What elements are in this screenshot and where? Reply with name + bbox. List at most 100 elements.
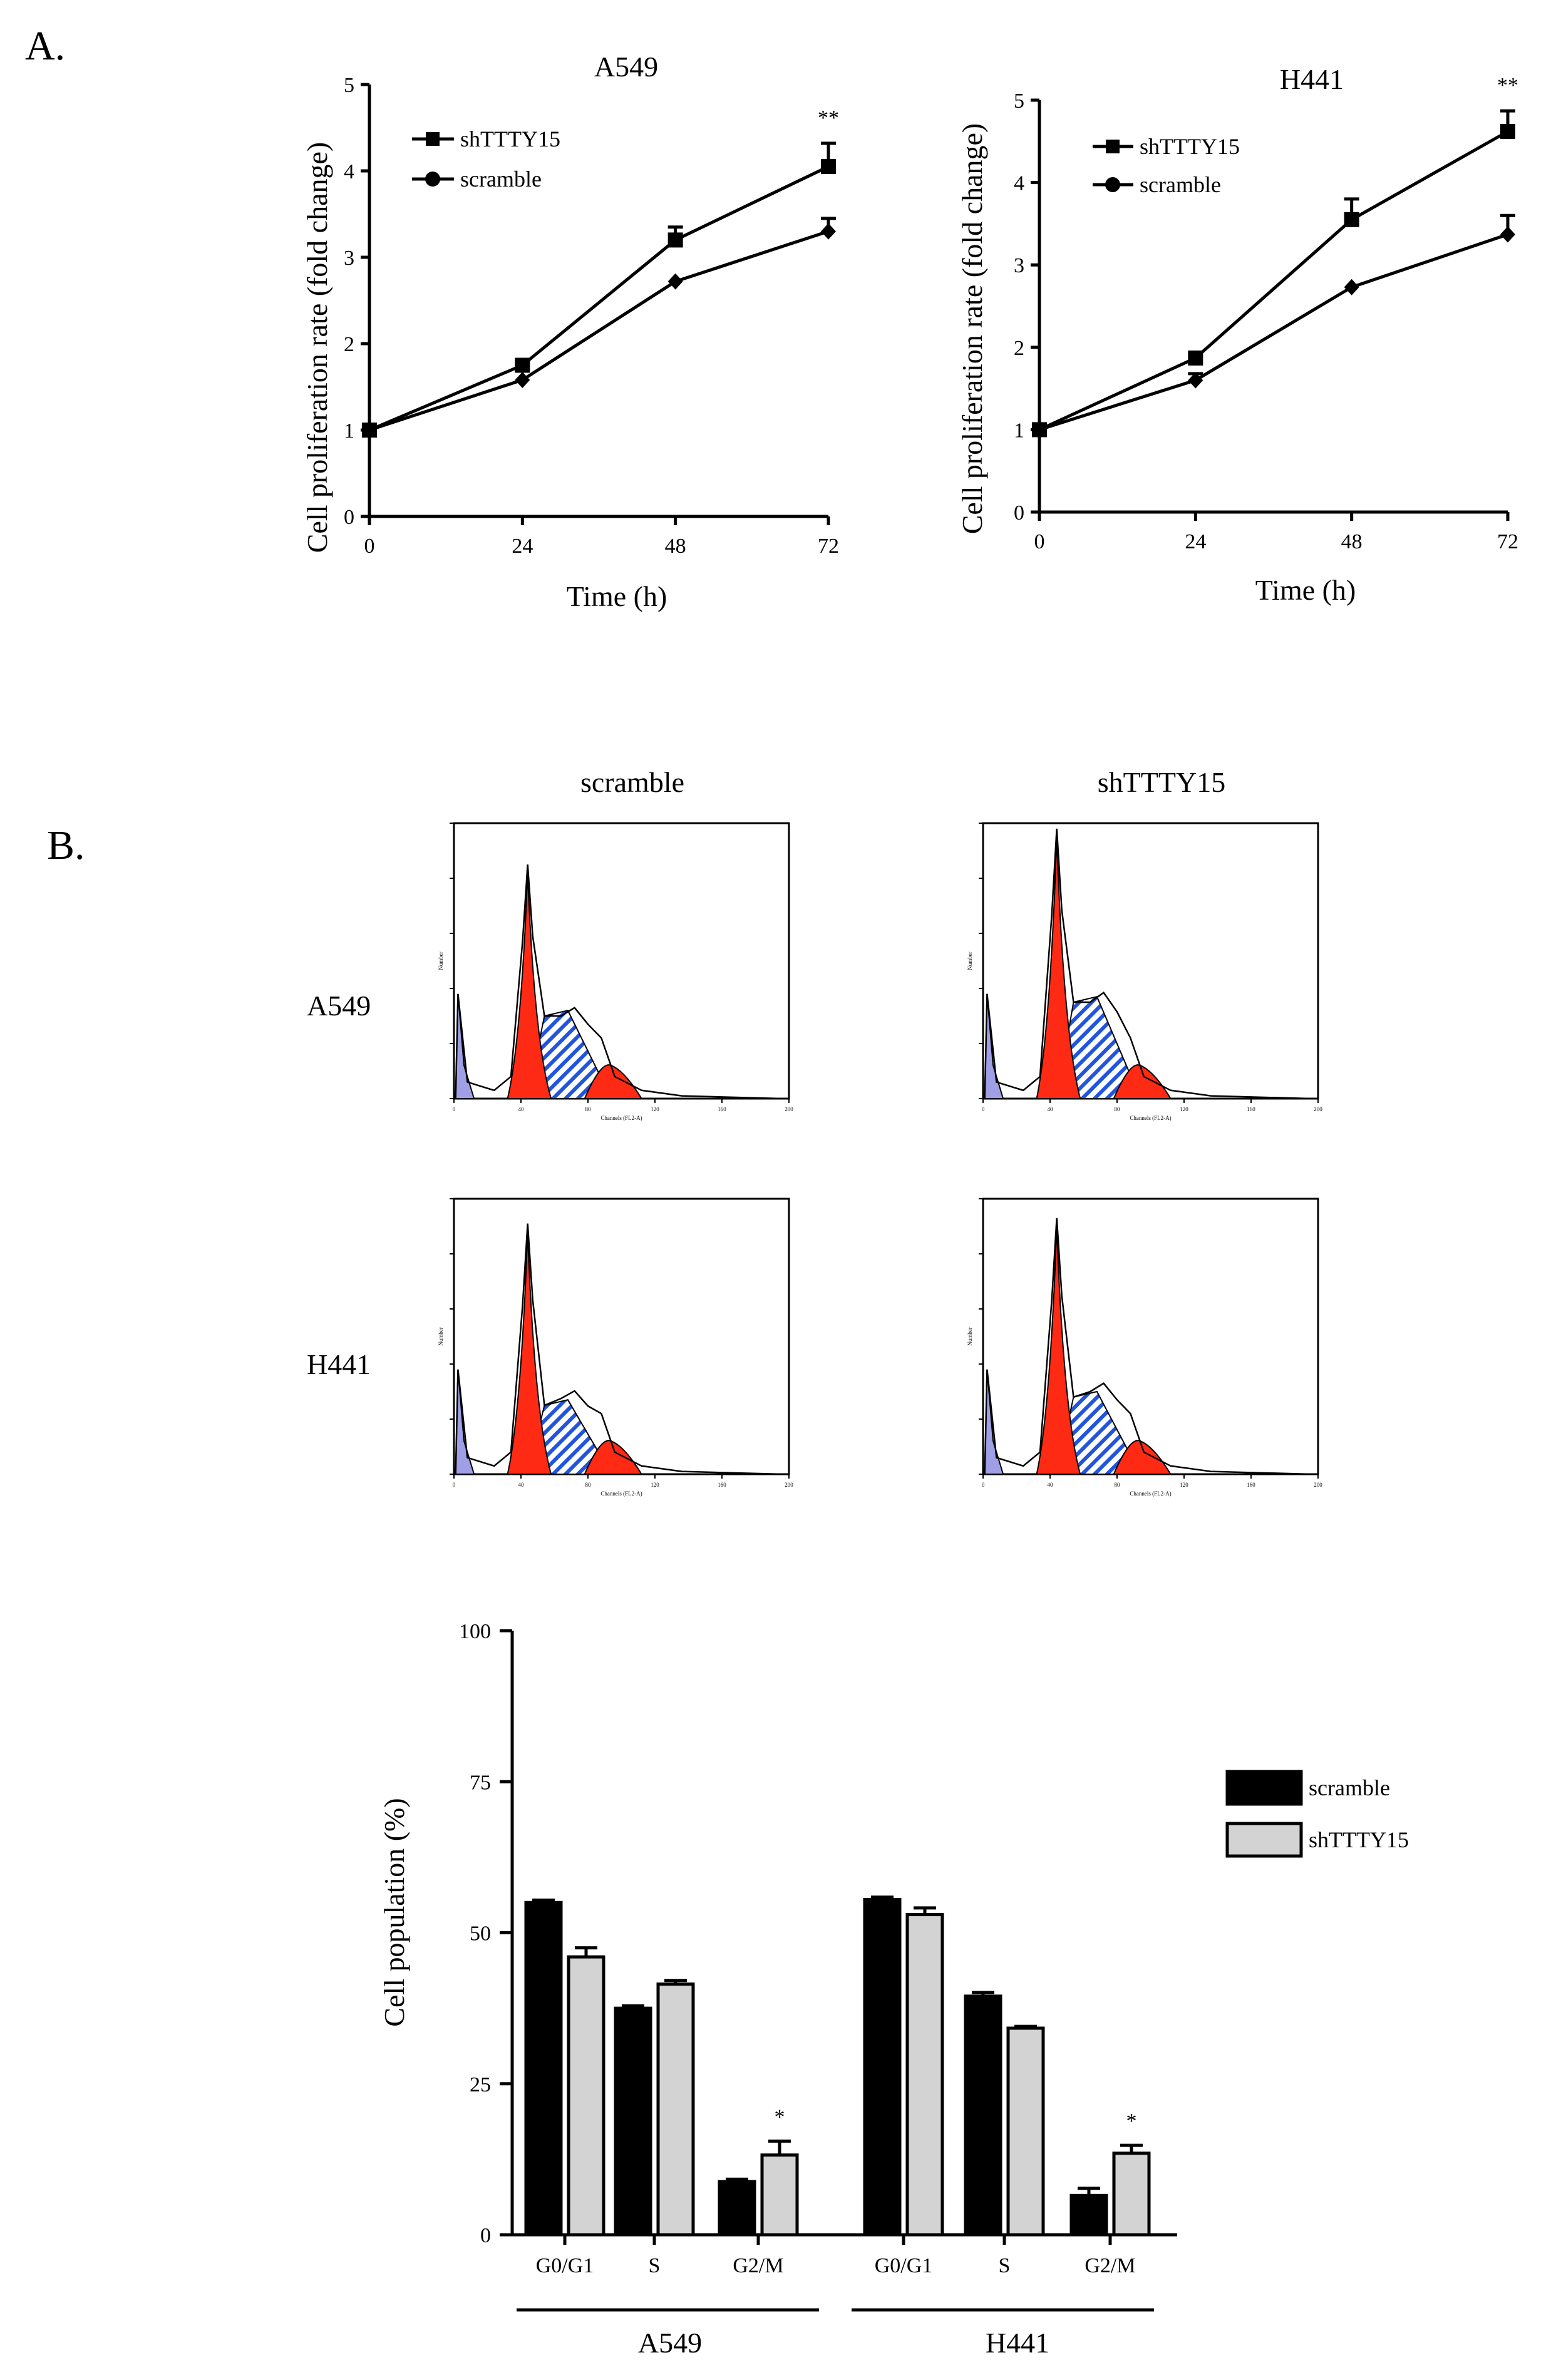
histogram-y-title: Number (967, 1327, 973, 1346)
bar-scramble (964, 1994, 1002, 2237)
legend-label-shtttty15: shTTTY15 (1309, 1827, 1409, 1852)
legend: scramble shTTTY15 (1225, 1770, 1409, 1858)
x-tick-label: 48 (1341, 530, 1363, 553)
histogram-x-tick-label: 120 (1180, 1482, 1188, 1488)
histogram-x-tick-label: 0 (453, 1482, 456, 1488)
data-point-diamond (515, 371, 530, 388)
x-tick-label: 24 (512, 535, 533, 558)
histogram-x-tick-label: 80 (585, 1482, 592, 1488)
flow-column-labels: scramble shTTTY15 (580, 766, 1225, 798)
flow-row-labels: A549 H441 (307, 990, 371, 1380)
legend-marker-circle (1105, 177, 1120, 192)
series-line-scramble (1039, 233, 1508, 431)
x-tick-label: 0 (364, 535, 375, 558)
histogram-area (982, 822, 1319, 1100)
significance-marker: * (1126, 2110, 1137, 2133)
flow-col-label-scramble: scramble (580, 766, 684, 798)
x-tick-label: G0/G1 (875, 2254, 933, 2277)
x-tick-label: 72 (818, 535, 839, 558)
group-labels: A549 H441 (517, 2308, 1154, 2359)
histogram-x-tick-label: 0 (982, 1106, 985, 1112)
data-point-square (821, 159, 836, 175)
histogram-x-tick-label: 80 (1115, 1482, 1121, 1488)
histogram-x-tick-label: 200 (1314, 1106, 1322, 1112)
bar-scramble (1069, 2193, 1108, 2237)
histogram-x-tick-label: 200 (785, 1482, 793, 1488)
bar-shttty15 (1006, 2026, 1045, 2237)
legend: shTTTY15 scramble (412, 126, 560, 192)
legend-label-scramble: scramble (1309, 1775, 1390, 1800)
y-tick-label: 0 (344, 506, 354, 529)
line-chart-h441: H441 Cell proliferation rate (fold chang… (956, 63, 1518, 606)
group-label-a549: A549 (638, 2327, 702, 2359)
histogram-x-tick-label: 160 (1247, 1482, 1255, 1488)
histogram-x-tick-label: 120 (651, 1106, 659, 1112)
y-tick-label: 5 (344, 74, 354, 97)
flow-histogram-a549-scramble: 0 40 80 120 160 200 Channels (FL2-A) Number (438, 822, 793, 1121)
y-tick-label: 3 (344, 247, 354, 270)
histogram-y-title: Number (438, 951, 444, 970)
histogram-x-tick-label: 40 (1048, 1106, 1054, 1112)
histogram-x-tick-label: 120 (651, 1482, 659, 1488)
histogram-x-title: Channels (FL2-A) (600, 1115, 642, 1121)
data-point-diamond (1032, 421, 1047, 438)
y-axis-title: Cell proliferation rate (fold change) (301, 142, 333, 553)
x-tick-label: S (999, 2254, 1011, 2277)
data-point-diamond (1344, 279, 1359, 295)
flow-col-label-shtttty15: shTTTY15 (1098, 766, 1225, 798)
significance-marker: ** (818, 106, 839, 130)
histogram-x-tick-label: 120 (1180, 1106, 1188, 1112)
x-tick-label: 72 (1497, 530, 1518, 553)
x-tick-label: 48 (665, 535, 686, 558)
histogram-x-tick-label: 200 (785, 1106, 793, 1112)
histogram-x-tick-label: 40 (1048, 1482, 1054, 1488)
histogram-area (453, 1198, 790, 1475)
histogram-x-tick-label: 0 (982, 1482, 985, 1488)
histogram-x-tick-label: 200 (1314, 1482, 1322, 1488)
data-point-diamond (1188, 372, 1203, 389)
y-tick-label: 5 (1014, 90, 1024, 113)
data-point-square (1188, 350, 1203, 366)
x-tick-label: 0 (1034, 530, 1045, 553)
y-axis-title: Cell proliferation rate (fold change) (956, 123, 988, 535)
histogram-y-title: Number (438, 1327, 444, 1346)
histogram-outline (455, 864, 783, 1100)
histogram-x-title: Channels (FL2-A) (1130, 1115, 1171, 1121)
x-tick-label: S (649, 2254, 661, 2277)
y-tick-label: 4 (1014, 172, 1024, 195)
legend-label-shtttty15: shTTTY15 (460, 126, 560, 151)
legend-label-shtttty15: shTTTY15 (1140, 134, 1240, 159)
x-tick-label: G2/M (1084, 2254, 1135, 2277)
histogram-area (982, 1198, 1319, 1475)
flow-row-label-h441: H441 (307, 1348, 371, 1380)
y-tick-label: 2 (1014, 337, 1024, 360)
bar-shttty15 (760, 2153, 799, 2237)
x-axis-title: Time (h) (567, 580, 667, 612)
histogram-outline (984, 1218, 1312, 1475)
bar-shttty15 (656, 1982, 695, 2237)
x-tick-label: G0/G1 (536, 2254, 594, 2277)
y-tick-label: 0 (1014, 501, 1024, 525)
x-axis-title: Time (h) (1255, 574, 1356, 606)
y-tick-label: 1 (344, 419, 354, 443)
chart-title: H441 (1280, 63, 1344, 95)
histogram-y-title: Number (967, 951, 973, 970)
flow-histogram-h441-shtttty15: 0 40 80 120 160 200 Channels (FL2-A) Number (967, 1198, 1322, 1497)
histogram-x-tick-label: 160 (718, 1106, 726, 1112)
flow-histogram-a549-shtttty15: 0 40 80 120 160 200 Channels (FL2-A) Number (967, 822, 1322, 1121)
bar-shttty15 (567, 1955, 605, 2237)
y-tick-label: 1 (1014, 419, 1024, 442)
bar-scramble (863, 1897, 902, 2237)
data-point-square (667, 232, 683, 248)
bar-scramble (524, 1900, 563, 2237)
histogram-x-title: Channels (FL2-A) (600, 1490, 642, 1497)
histogram-outline (984, 828, 1312, 1100)
chart-title: A549 (594, 51, 658, 83)
histogram-x-tick-label: 0 (453, 1106, 456, 1112)
flow-row-label-a549: A549 (307, 990, 371, 1022)
histogram-outline (455, 1223, 783, 1475)
y-tick-label: 100 (459, 1620, 491, 1643)
line-chart-a549: A549 Cell proliferation rate (fold chang… (301, 51, 839, 612)
data-point-square (1344, 212, 1359, 227)
